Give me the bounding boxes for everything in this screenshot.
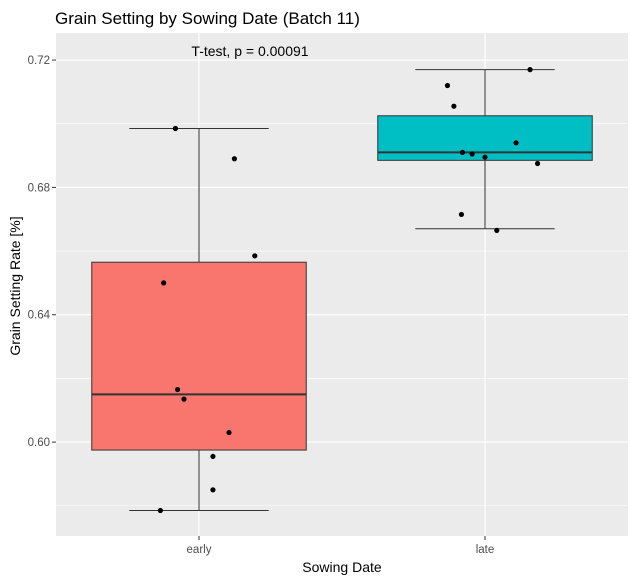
box-body — [377, 115, 593, 161]
data-point — [527, 67, 533, 73]
y-axis-title: Grain Setting Rate [%] — [7, 216, 23, 355]
x-tick-label: early — [187, 544, 212, 556]
x-axis-title: Sowing Date — [302, 559, 382, 575]
data-point — [451, 103, 457, 109]
box-body — [91, 261, 307, 451]
data-point — [210, 487, 216, 493]
data-point — [226, 429, 232, 436]
boxplot-boxes — [91, 69, 593, 512]
data-point — [534, 160, 541, 167]
y-tick-label: 0.60 — [28, 437, 50, 449]
data-point — [181, 396, 187, 402]
x-tick-label: late — [476, 544, 495, 556]
box-early — [91, 128, 307, 512]
y-tick-label: 0.72 — [28, 55, 50, 67]
data-point — [174, 386, 181, 393]
y-tick-label: 0.68 — [28, 182, 50, 194]
data-point — [172, 125, 179, 132]
x-axis: early late — [187, 536, 495, 556]
data-point — [231, 156, 237, 162]
data-point — [482, 154, 488, 160]
data-point — [513, 140, 519, 146]
data-point — [458, 211, 465, 218]
data-point — [459, 149, 466, 155]
chart-title: Grain Setting by Sowing Date (Batch 11) — [55, 9, 360, 28]
data-point — [157, 507, 163, 514]
data-point — [252, 253, 258, 259]
data-point — [469, 151, 475, 157]
box-late — [377, 69, 593, 230]
data-point — [210, 453, 216, 460]
y-tick-label: 0.64 — [28, 310, 51, 322]
data-point — [444, 82, 451, 89]
data-points — [157, 67, 541, 514]
data-point — [161, 280, 167, 286]
t-test-annotation: T-test, p = 0.00091 — [191, 43, 308, 59]
data-point — [494, 227, 500, 233]
y-axis: 0.60 0.64 0.68 0.72 — [28, 55, 56, 449]
